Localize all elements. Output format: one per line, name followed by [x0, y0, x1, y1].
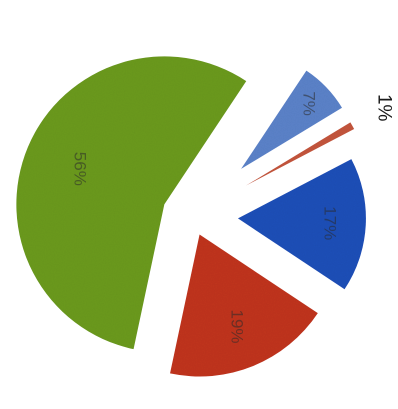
- pie-label-17: 17%: [321, 206, 340, 240]
- pie-slice-17: [237, 159, 366, 290]
- pie-slice-7: [241, 70, 343, 169]
- pie-label-19: 19%: [228, 309, 247, 343]
- pie-slice-19: [170, 234, 318, 377]
- pie-label-56: 56%: [70, 152, 89, 186]
- pie-slice-1: [246, 122, 355, 186]
- pie-labels: 56% 7% 1% 17% 19%: [70, 91, 394, 343]
- pie-label-1: 1%: [374, 94, 395, 122]
- pie-label-7: 7%: [300, 91, 319, 116]
- pie-slice-56: [16, 56, 247, 350]
- pie-slices: [16, 56, 366, 377]
